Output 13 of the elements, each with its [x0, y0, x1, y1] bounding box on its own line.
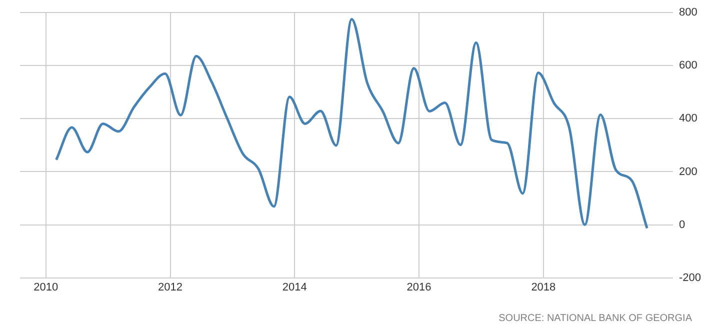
source-note: SOURCE: NATIONAL BANK OF GEORGIA: [498, 312, 692, 324]
line-series: [55, 18, 648, 230]
x-tick-label: 2010: [34, 281, 58, 294]
x-tick-label: 2016: [406, 281, 432, 294]
y-tick-label: 600: [678, 60, 698, 72]
y-tick-label: 200: [678, 166, 698, 178]
x-tick-label: 2012: [158, 281, 183, 294]
y-tick-label: -200: [678, 272, 702, 284]
y-tick-label: 800: [678, 6, 698, 19]
y-tick-label: 400: [678, 112, 698, 125]
x-tick-label: 2018: [531, 281, 556, 294]
y-tick-label: 0: [678, 218, 686, 231]
x-tick-label: 2014: [282, 281, 307, 294]
